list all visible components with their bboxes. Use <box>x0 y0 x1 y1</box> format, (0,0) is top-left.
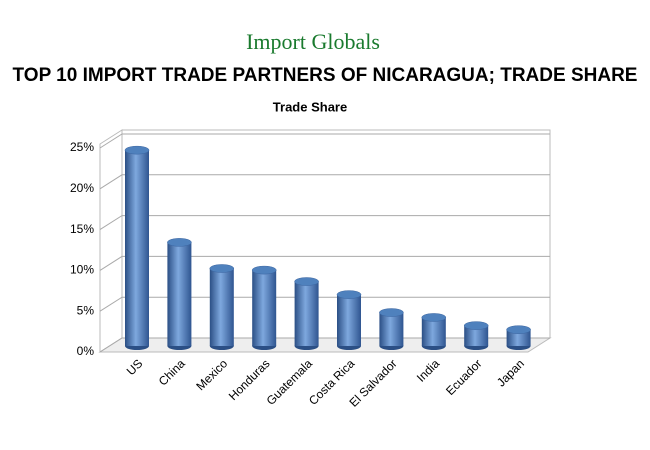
bar <box>209 268 234 346</box>
bar-top <box>209 264 235 273</box>
grid-line <box>99 255 550 271</box>
x-tick-label: China <box>156 356 188 388</box>
grid-line <box>99 296 550 312</box>
bar <box>336 290 362 350</box>
bar <box>506 325 531 350</box>
chart-title: TOP 10 IMPORT TRADE PARTNERS OF NICARAGU… <box>13 65 638 86</box>
bar-top <box>124 145 150 155</box>
y-tick-label: 25% <box>70 140 94 154</box>
y-tick-label: 5% <box>77 303 95 317</box>
bar-top <box>167 238 192 247</box>
x-tick-label: Mexico <box>193 356 230 393</box>
y-tick-label: 10% <box>70 263 94 277</box>
x-tick-label: Japan <box>494 356 527 389</box>
bar <box>294 281 319 346</box>
bar-top <box>421 313 447 322</box>
bar <box>421 317 446 346</box>
bar <box>463 321 489 350</box>
bar-top <box>251 265 277 275</box>
bar-top <box>463 321 489 330</box>
y-tick-label: 20% <box>70 181 94 195</box>
grid-line <box>99 337 550 353</box>
x-tick-label: Ecuador <box>443 356 485 398</box>
bar <box>252 270 277 346</box>
bar <box>251 265 277 350</box>
bar-top <box>379 308 404 317</box>
grid-line <box>99 133 550 149</box>
bar-top <box>336 290 362 299</box>
bar <box>209 264 235 350</box>
bar <box>464 325 489 346</box>
bar <box>124 145 150 350</box>
bar <box>506 329 531 346</box>
logo: Import Globals <box>246 29 380 54</box>
bar <box>125 150 149 346</box>
x-tick-label: US <box>124 356 146 378</box>
grid-line <box>99 215 550 231</box>
chart-subtitle: Trade Share <box>273 99 347 114</box>
bar <box>167 238 192 350</box>
bar <box>167 242 192 346</box>
bar <box>421 313 447 350</box>
bar-top <box>506 325 531 334</box>
bar <box>379 312 404 346</box>
bar <box>379 308 404 350</box>
bar-top <box>294 277 319 286</box>
y-tick-label: 15% <box>70 222 94 236</box>
x-tick-label: India <box>414 356 443 385</box>
bar <box>294 277 319 350</box>
bar <box>337 294 361 346</box>
grid-line <box>99 174 550 190</box>
y-tick-label: 0% <box>77 344 95 358</box>
